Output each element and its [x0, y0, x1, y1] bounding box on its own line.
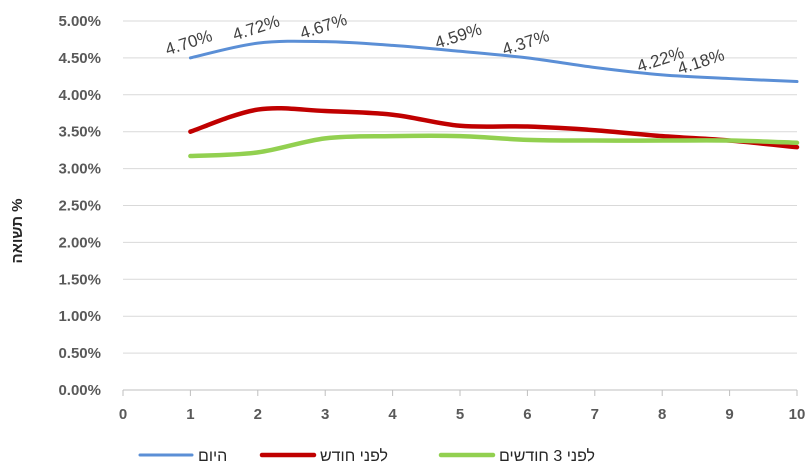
legend-label-0: היום [198, 448, 227, 464]
x-tick-label: 4 [388, 406, 397, 423]
y-tick-label: 1.50% [58, 271, 101, 288]
y-axis-title: תשואה % [9, 199, 26, 264]
series-line-0 [188, 39, 799, 84]
y-tick-label: 3.00% [58, 161, 101, 178]
x-tick-label: 5 [456, 406, 464, 423]
series-line-2 [188, 133, 800, 159]
data-label: 4.59% [432, 20, 484, 53]
y-tick-label: 2.50% [58, 198, 101, 215]
data-label: 4.67% [298, 10, 350, 43]
y-tick-label: 1.00% [58, 308, 101, 325]
legend: היום לפני חודש לפני 3 חודשים [138, 447, 595, 465]
data-label: 4.37% [500, 26, 552, 59]
y-tick-label: 5.00% [58, 13, 101, 30]
y-tick-label: 0.00% [58, 382, 101, 399]
y-tick-label: 2.00% [58, 234, 101, 251]
y-tick-label: 3.50% [58, 124, 101, 141]
series-lines [188, 39, 800, 159]
axes: 0.00% 0.50% 1.00% 1.50% 2.00% 2.50% 3.00% 3.50%… [58, 13, 805, 423]
x-tick-label: 6 [523, 406, 531, 423]
x-tick-label: 9 [725, 406, 733, 423]
x-tick-label: 3 [321, 406, 329, 423]
gridlines [123, 20, 797, 354]
y-tick-label: 4.00% [58, 87, 101, 104]
data-label: 4.18% [675, 45, 727, 78]
x-tick-label: 2 [254, 406, 262, 423]
x-tick-label: 8 [658, 406, 666, 423]
x-tick-label: 10 [789, 406, 806, 423]
legend-label-2: לפני 3 חודשים [499, 447, 595, 464]
y-tick-label: 0.50% [58, 345, 101, 362]
x-tick-label: 7 [591, 406, 599, 423]
x-tick-label: 1 [186, 406, 194, 423]
data-label: 4.72% [230, 11, 282, 44]
y-tick-label: 4.50% [58, 50, 101, 67]
x-tick-label: 0 [119, 406, 127, 423]
legend-label-1: לפני חודש [320, 447, 388, 464]
